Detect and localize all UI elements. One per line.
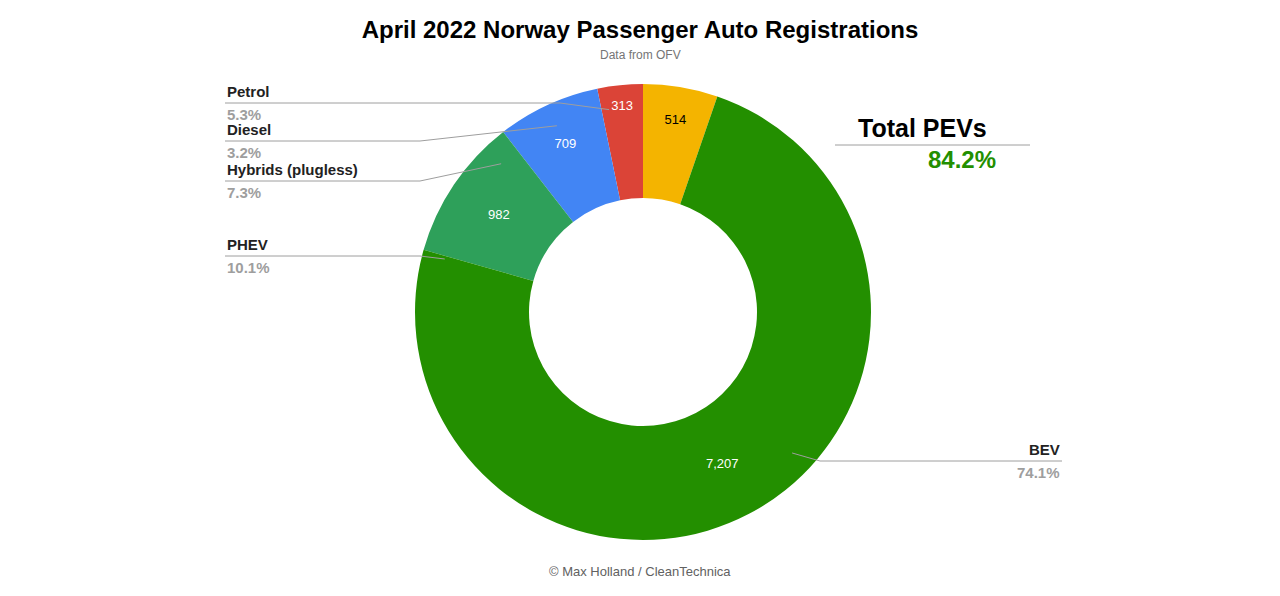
svg-text:313: 313 (611, 98, 633, 113)
svg-text:84.2%: 84.2% (928, 146, 996, 173)
svg-text:Petrol: Petrol (227, 83, 270, 100)
svg-text:10.1%: 10.1% (227, 259, 270, 276)
svg-text:709: 709 (554, 136, 576, 151)
svg-text:7,207: 7,207 (706, 456, 739, 471)
svg-text:514: 514 (664, 112, 686, 127)
svg-text:Hybrids (plugless): Hybrids (plugless) (227, 161, 358, 178)
svg-text:April 2022 Norway Passenger Au: April 2022 Norway Passenger Auto Registr… (362, 16, 919, 43)
svg-text:7.3%: 7.3% (227, 184, 261, 201)
svg-text:982: 982 (488, 207, 510, 222)
svg-text:© Max Holland / CleanTechnica: © Max Holland / CleanTechnica (549, 564, 731, 579)
svg-text:74.1%: 74.1% (1017, 464, 1060, 481)
svg-text:Diesel: Diesel (227, 121, 271, 138)
svg-text:Total PEVs: Total PEVs (858, 114, 987, 142)
svg-text:PHEV: PHEV (227, 236, 268, 253)
svg-text:3.2%: 3.2% (227, 144, 261, 161)
svg-text:5.3%: 5.3% (227, 106, 261, 123)
svg-text:Data from OFV: Data from OFV (600, 48, 681, 62)
svg-text:BEV: BEV (1029, 441, 1060, 458)
